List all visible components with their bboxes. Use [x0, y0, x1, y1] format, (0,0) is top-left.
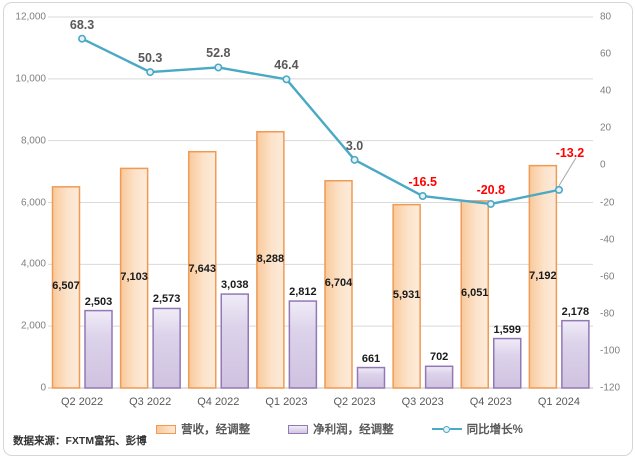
growth-line-swatch-icon — [431, 424, 462, 434]
legend-item-profit: 净利润，经调整 — [288, 421, 394, 437]
growth-marker — [486, 199, 495, 208]
growth-marker — [146, 68, 155, 77]
growth-value-label: -16.5 — [408, 175, 437, 189]
y-axis-label-right: -20 — [600, 197, 615, 208]
profit-bar — [152, 307, 181, 389]
y-axis-label-right: 20 — [600, 122, 612, 134]
profit-value-label: 2,503 — [84, 295, 113, 308]
x-axis-label: Q1 2024 — [537, 396, 581, 408]
y-axis-label-left: 4,000 — [20, 258, 46, 270]
source-note: 数据来源：FXTM富拓、彭博 — [13, 435, 147, 447]
y-axis-label-right: -80 — [600, 308, 615, 320]
legend: 营收，经调整 净利润，经调整 同比增长% — [0, 421, 635, 437]
growth-value-label: 3.0 — [345, 138, 364, 153]
revenue-value-label: 7,643 — [188, 262, 217, 275]
profit-bar — [561, 319, 590, 389]
revenue-value-label: 6,051 — [460, 287, 489, 300]
x-axis-label: Q4 2022 — [197, 396, 240, 408]
growth-marker — [418, 192, 427, 201]
revenue-value-label: 7,192 — [529, 269, 557, 282]
profit-value-label: 2,178 — [561, 305, 590, 318]
y-axis-label-right: 60 — [600, 48, 612, 60]
revenue-value-label: 7,103 — [120, 271, 148, 284]
revenue-value-label: 6,507 — [52, 280, 80, 293]
profit-value-label: 2,573 — [152, 293, 181, 306]
growth-marker — [350, 155, 359, 164]
x-axis-label: Q1 2023 — [265, 396, 308, 408]
revenue-swatch-icon — [156, 424, 177, 434]
x-axis-label: Q2 2023 — [333, 396, 376, 408]
legend-item-revenue: 营收，经调整 — [156, 421, 250, 437]
profit-value-label: 2,812 — [289, 286, 317, 299]
revenue-value-label: 6,704 — [324, 277, 353, 290]
x-axis-label: Q3 2022 — [129, 396, 172, 408]
growth-value-label: 52.8 — [206, 46, 231, 61]
growth-value-label: 50.3 — [138, 51, 163, 66]
profit-value-label: 1,599 — [493, 323, 522, 336]
growth-label-leader-line — [558, 157, 577, 187]
y-axis-label-right: -120 — [600, 382, 621, 394]
y-axis-label-right: -40 — [600, 234, 615, 246]
growth-marker — [554, 185, 563, 194]
y-axis-label-right: -100 — [600, 345, 621, 357]
legend-revenue-label: 营收，经调整 — [181, 424, 251, 436]
growth-value-label: -20.8 — [476, 182, 506, 197]
y-axis-label-left: 8,000 — [20, 135, 46, 147]
profit-bar — [84, 309, 113, 389]
revenue-value-label: 5,931 — [392, 289, 421, 302]
y-axis-label-right: 40 — [600, 85, 612, 97]
growth-marker — [214, 63, 223, 72]
legend-profit-label: 净利润，经调整 — [313, 424, 394, 436]
legend-item-growth: 同比增长% — [431, 421, 523, 437]
y-axis-label-right: -60 — [600, 271, 615, 283]
profit-value-label: 702 — [429, 351, 449, 364]
x-axis-label: Q3 2023 — [401, 396, 444, 408]
profit-bar — [493, 337, 522, 389]
profit-value-label: 661 — [361, 352, 381, 365]
y-axis-label-right: 80 — [600, 11, 612, 23]
y-axis-label-left: 0 — [40, 382, 46, 394]
profit-bar — [356, 366, 386, 389]
profit-value-label: 3,038 — [220, 279, 249, 292]
x-axis-label: Q2 2022 — [60, 396, 104, 408]
revenue-value-label: 8,288 — [256, 252, 285, 265]
y-axis-label-left: 6,000 — [20, 197, 46, 208]
profit-bar — [220, 293, 249, 389]
y-axis-label-left: 12,000 — [15, 11, 46, 23]
growth-value-label: 68.3 — [69, 17, 95, 32]
x-axis-label: Q4 2023 — [469, 396, 512, 408]
growth-marker — [78, 34, 87, 43]
legend-growth-label: 同比增长% — [466, 424, 523, 436]
y-axis-label-right: 0 — [600, 159, 606, 171]
profit-bar — [424, 365, 454, 389]
profit-swatch-icon — [288, 424, 309, 434]
profit-bar — [288, 300, 318, 389]
y-axis-label-left: 10,000 — [15, 73, 46, 85]
growth-value-label: -13.2 — [555, 145, 585, 160]
growth-value-label: 46.4 — [274, 58, 299, 73]
y-axis-label-left: 2,000 — [20, 320, 46, 332]
growth-marker — [282, 75, 291, 84]
